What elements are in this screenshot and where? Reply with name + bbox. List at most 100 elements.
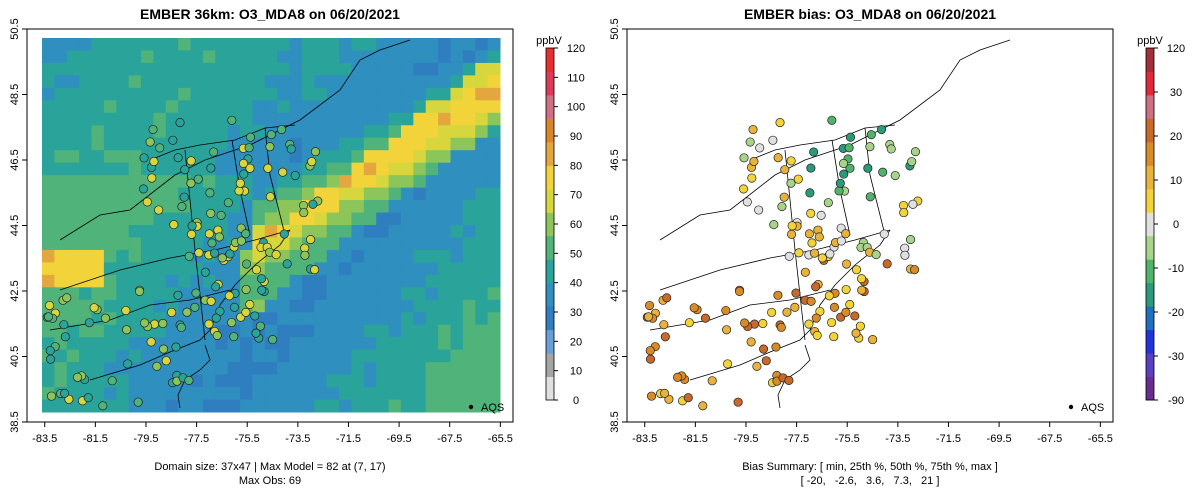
heat-cell xyxy=(153,299,167,313)
colorbar-swatch xyxy=(1146,306,1154,331)
heat-cell xyxy=(413,175,427,189)
heat-cell xyxy=(165,125,179,139)
heat-cell xyxy=(462,262,476,276)
heat-cell xyxy=(91,387,105,401)
heat-cell xyxy=(388,249,402,263)
bias-point xyxy=(673,372,683,382)
heat-cell xyxy=(314,75,328,89)
heat-cell xyxy=(388,349,402,363)
obs-point xyxy=(187,221,197,231)
heat-cell xyxy=(128,38,142,51)
heat-cell xyxy=(462,374,476,388)
colorbar-label: 30 xyxy=(570,307,582,319)
heat-cell xyxy=(400,299,414,313)
bias-point xyxy=(845,163,855,173)
heat-cell xyxy=(462,337,476,351)
right-aqs-marker xyxy=(1068,404,1074,410)
heat-cell xyxy=(339,62,352,76)
heat-cell xyxy=(438,212,451,226)
bias-point xyxy=(800,267,810,277)
heat-cell xyxy=(339,299,352,313)
heat-cell xyxy=(153,212,167,226)
bias-point xyxy=(806,163,816,173)
heat-cell xyxy=(116,387,130,401)
heat-cell xyxy=(376,212,390,226)
heat-cell xyxy=(425,50,439,64)
heat-cell xyxy=(388,50,402,64)
bias-point xyxy=(660,388,670,398)
heat-cell xyxy=(363,225,377,238)
obs-point xyxy=(205,188,215,198)
heat-cell xyxy=(202,100,216,114)
bias-point xyxy=(823,198,833,208)
heat-cell xyxy=(376,374,390,388)
heat-cell xyxy=(351,362,365,376)
heat-cell xyxy=(351,299,365,313)
bias-summary-values: [ -20, -2.6, 3.6, 7.3, 21 ] xyxy=(801,475,940,487)
heat-cell xyxy=(351,274,365,288)
heat-cell xyxy=(487,237,501,251)
heat-cell xyxy=(227,274,241,288)
heat-cell xyxy=(363,324,377,338)
heat-cell xyxy=(462,225,476,238)
heat-cell xyxy=(462,137,476,151)
heat-cell xyxy=(363,125,377,139)
obs-point xyxy=(209,147,219,157)
heat-cell xyxy=(487,312,501,326)
heat-cell xyxy=(54,50,68,64)
heat-cell xyxy=(351,262,365,276)
bias-point xyxy=(900,250,910,260)
heat-cell xyxy=(487,249,501,263)
obs-point xyxy=(206,208,216,218)
heat-cell xyxy=(388,299,402,313)
heat-cell xyxy=(363,187,377,201)
colorbar-swatch xyxy=(1146,94,1154,119)
heat-cell xyxy=(178,387,192,401)
bias-point xyxy=(754,205,764,215)
heat-cell xyxy=(277,50,291,64)
heat-cell xyxy=(128,225,142,238)
heat-cell xyxy=(450,299,464,313)
heat-cell xyxy=(339,399,352,413)
heat-cell xyxy=(128,175,142,189)
heat-cell xyxy=(425,237,439,251)
heat-cell xyxy=(178,337,192,351)
obs-point xyxy=(255,321,265,331)
colorbar-swatch xyxy=(1146,235,1154,260)
colorbar-label: 10 xyxy=(1170,175,1182,187)
heat-cell xyxy=(252,374,266,388)
heat-cell xyxy=(202,175,216,189)
heat-cell xyxy=(487,75,501,89)
bias-point xyxy=(829,302,839,312)
heat-cell xyxy=(66,100,80,114)
heat-cell xyxy=(487,299,501,313)
heat-cell xyxy=(128,125,142,139)
heat-cell xyxy=(277,75,291,89)
heat-cell xyxy=(413,349,427,363)
heat-cell xyxy=(240,200,253,214)
heat-cell xyxy=(314,237,328,251)
heat-cell xyxy=(376,187,390,201)
heat-cell xyxy=(42,262,55,276)
colorbar-swatch xyxy=(1146,353,1154,378)
heat-cell xyxy=(227,374,241,388)
left-panel: EMBER 36km: O3_MDA8 on 06/20/2021 -83.5 -… xyxy=(9,6,585,487)
heat-cell xyxy=(66,200,80,214)
heat-cell xyxy=(91,112,105,126)
heat-cell xyxy=(339,324,352,338)
heat-cell xyxy=(462,187,476,201)
heat-cell xyxy=(227,125,241,139)
bias-point xyxy=(748,124,758,135)
heat-cell xyxy=(289,50,303,64)
heat-cell xyxy=(400,50,414,64)
x-tick-label: -79.5 xyxy=(133,433,158,445)
bias-point xyxy=(659,320,669,330)
bias-point xyxy=(829,332,839,342)
heat-cell xyxy=(141,50,154,64)
heat-cell xyxy=(91,125,105,139)
heat-cell xyxy=(42,87,55,101)
obs-point xyxy=(60,332,70,342)
heat-cell xyxy=(314,274,328,288)
bias-point xyxy=(660,332,670,342)
